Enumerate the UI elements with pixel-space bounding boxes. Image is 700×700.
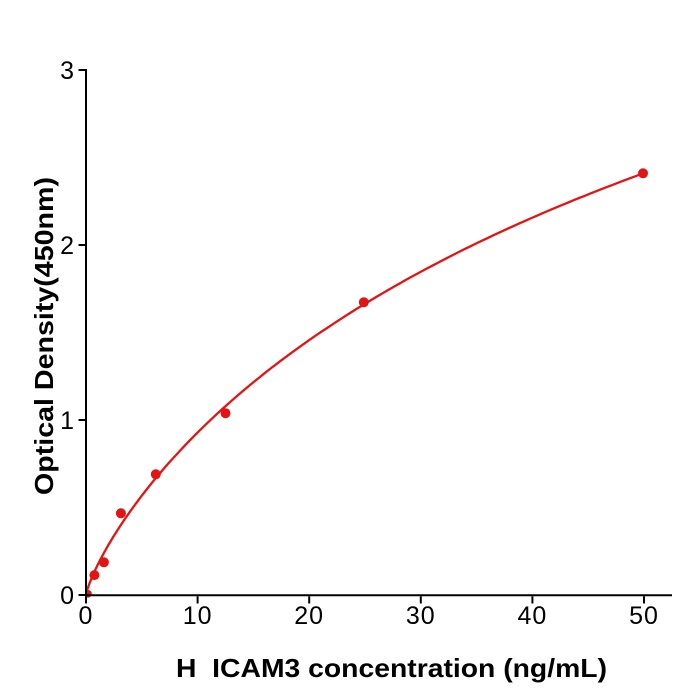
svg-text:Optical Density(450nm): Optical Density(450nm)	[29, 177, 59, 495]
svg-text:20: 20	[294, 602, 324, 630]
svg-text:30: 30	[406, 602, 436, 630]
svg-text:40: 40	[517, 602, 547, 630]
svg-text:3: 3	[60, 57, 75, 85]
svg-text:1: 1	[60, 407, 75, 435]
svg-text:0: 0	[60, 582, 75, 610]
svg-text:10: 10	[183, 602, 213, 630]
svg-text:H ICAM3 concentration (ng/mL): H ICAM3 concentration (ng/mL)	[176, 653, 607, 683]
svg-text:50: 50	[629, 602, 659, 630]
svg-text:2: 2	[60, 232, 75, 260]
svg-text:0: 0	[79, 602, 94, 630]
